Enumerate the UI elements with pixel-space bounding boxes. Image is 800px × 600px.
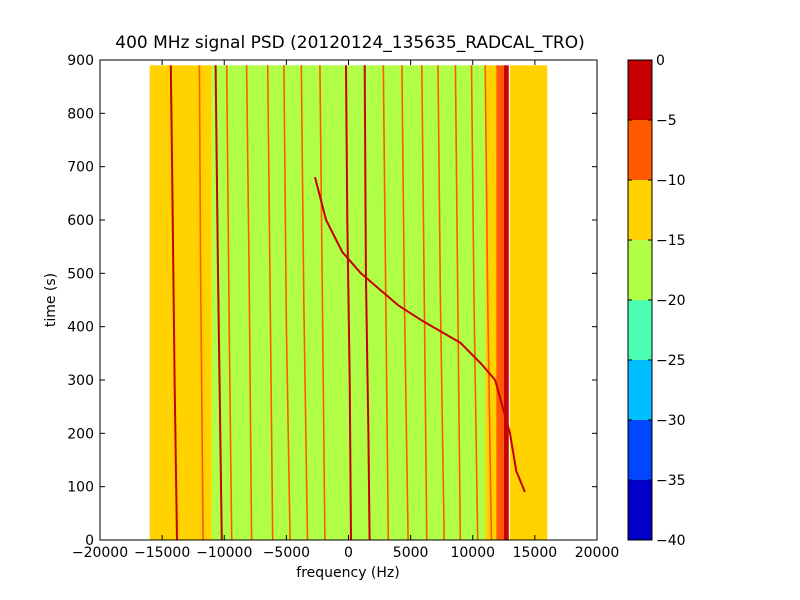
psd-line-15 (454, 65, 462, 541)
psd-line-7 (300, 65, 309, 541)
y-tick-label: 700 (67, 160, 94, 176)
colorbar-segment-1 (628, 420, 652, 480)
y-tick-label: 400 (67, 320, 94, 336)
psd-line-3 (225, 65, 233, 541)
colorbar-tick-label: −30 (656, 413, 686, 429)
psd-line-14 (437, 65, 445, 541)
x-axis-title: frequency (Hz) (296, 565, 399, 581)
colorbar-tick-label: −10 (656, 173, 686, 189)
psd-line-5 (266, 65, 274, 541)
psd-line-2 (214, 65, 223, 541)
psd-line-1 (198, 65, 204, 541)
psd-line-18 (314, 177, 526, 493)
psd-line-0 (169, 65, 178, 541)
psd-line-16 (470, 65, 479, 541)
colorbar-tick-label: −35 (656, 473, 686, 489)
chart-title: 400 MHz signal PSD (20120124_135635_RADC… (115, 33, 584, 53)
x-tick-label: 0 (344, 545, 353, 561)
y-tick-label: 300 (67, 373, 94, 389)
y-tick-label: 0 (85, 533, 94, 549)
colorbar-tick-label: −15 (656, 233, 686, 249)
plot-area (149, 65, 548, 541)
colorbar-tick-label: −20 (656, 293, 686, 309)
psd-line-10 (363, 65, 371, 541)
colorbar-segment-5 (628, 180, 652, 240)
y-tick-label: 800 (67, 106, 94, 122)
colorbar-tick-label: 0 (656, 53, 665, 69)
psd-line-6 (283, 65, 291, 541)
y-axis: 0 100 200 300 400 500 600 700 800 900 (67, 53, 597, 549)
colorbar-segment-6 (628, 120, 652, 180)
colorbar-segment-4 (628, 240, 652, 300)
psd-line-8 (319, 65, 326, 541)
colorbar-segment-3 (628, 300, 652, 360)
x-tick-label: −15000 (134, 545, 190, 561)
psd-line-9 (345, 65, 352, 541)
psd-line-17 (484, 65, 493, 541)
x-tick-label: 20000 (575, 545, 620, 561)
x-tick-label: 5000 (393, 545, 429, 561)
y-tick-label: 100 (67, 480, 94, 496)
colorbar-tick-label: −5 (656, 113, 677, 129)
psd-region-3 (510, 65, 548, 540)
psd-line-12 (401, 65, 409, 541)
x-tick-label: −10000 (196, 545, 252, 561)
x-tick-label: −20000 (72, 545, 128, 561)
colorbar-tick-label: −40 (656, 533, 686, 549)
psd-region-2 (485, 65, 498, 540)
psd-band-1 (503, 65, 509, 540)
y-tick-label: 200 (67, 426, 94, 442)
y-tick-label: 500 (67, 266, 94, 282)
psd-line-4 (245, 65, 253, 541)
y-tick-label: 600 (67, 213, 94, 229)
x-tick-label: −5000 (263, 545, 310, 561)
psd-line-13 (421, 65, 428, 541)
colorbar-axis: 0 −5 −10 −15 −20 −25 −30 −35 −40 (628, 53, 686, 549)
colorbar-segment-7 (628, 60, 652, 120)
x-axis: −20000 −15000 −10000 −5000 0 5000 10000 15000 20… (72, 60, 619, 561)
x-tick-label: 10000 (450, 545, 495, 561)
colorbar-tick-label: −25 (656, 353, 686, 369)
colorbar-segment-0 (628, 480, 652, 540)
y-tick-label: 900 (67, 53, 94, 69)
psd-line-11 (382, 65, 390, 541)
colorbar-segment-2 (628, 360, 652, 420)
psd-band-0 (496, 65, 504, 540)
x-tick-label: 15000 (513, 545, 558, 561)
y-axis-title: time (s) (43, 273, 59, 327)
